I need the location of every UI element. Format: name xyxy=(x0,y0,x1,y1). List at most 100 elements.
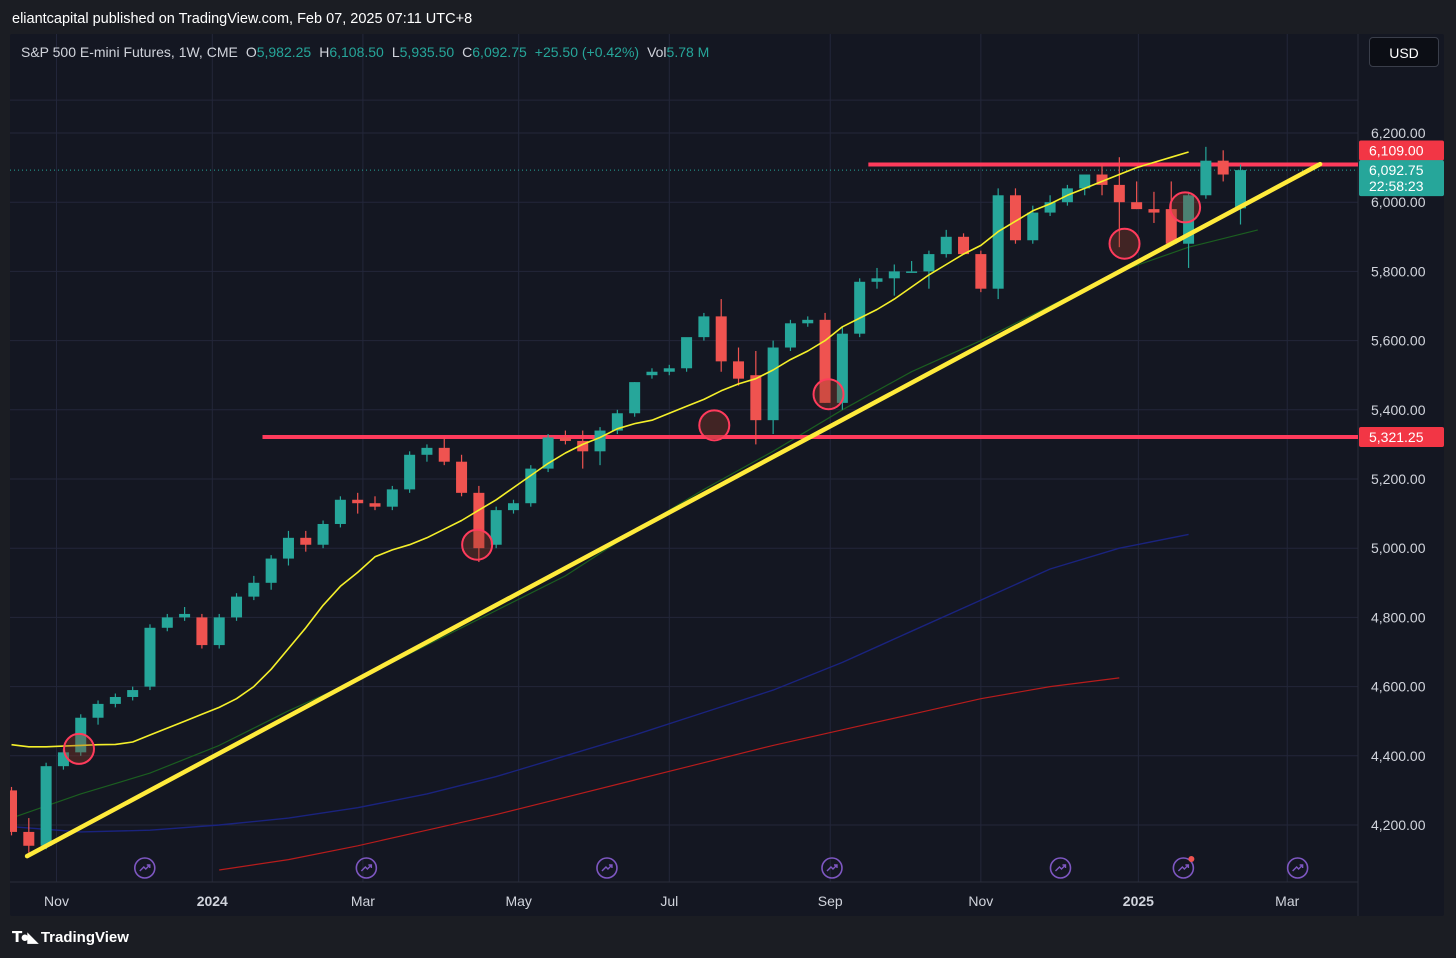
candle-body xyxy=(196,617,208,646)
candle-body xyxy=(127,690,139,697)
candle-body xyxy=(334,499,346,524)
price-tick-label: 4,400.00 xyxy=(1371,748,1426,764)
time-tick-label: May xyxy=(505,893,531,909)
moving-average-blue xyxy=(11,533,1189,833)
symbol-label[interactable]: S&P 500 E-mini Futures, 1W, CME xyxy=(21,44,238,60)
touch-circle xyxy=(461,528,494,561)
event-marker-ring xyxy=(355,857,378,879)
candle-body xyxy=(109,696,121,704)
time-tick-label: 2025 xyxy=(1123,893,1154,909)
open-label: O xyxy=(245,44,257,60)
price-axis: 6,200.00 6,000.00 5,800.00 5,600.00 5,400.00… xyxy=(1371,125,1426,833)
candle-body xyxy=(1200,160,1212,196)
candle-body xyxy=(594,430,606,452)
tradingview-logo-icon: 𝗧●◣ xyxy=(12,929,39,946)
candle-body xyxy=(975,254,987,289)
time-tick-label: Mar xyxy=(1275,893,1299,909)
volume-label: Vol xyxy=(647,44,667,60)
top-bar: eliantcapital published on TradingView.c… xyxy=(0,0,1456,34)
candle-body xyxy=(404,454,416,490)
candle-body xyxy=(767,347,779,421)
event-marker-ring xyxy=(133,857,156,879)
candle-body xyxy=(265,558,277,583)
touch-circle xyxy=(63,732,96,765)
candle-body xyxy=(906,271,918,273)
event-marker-icon[interactable] xyxy=(821,857,843,879)
candle-body xyxy=(231,596,243,618)
candle-body xyxy=(507,503,519,511)
time-tick-label: Mar xyxy=(351,893,375,909)
candle-body xyxy=(1165,209,1177,244)
candle-body xyxy=(663,368,675,372)
price-tick-label: 6,000.00 xyxy=(1371,194,1426,210)
price-tick-label: 5,800.00 xyxy=(1371,263,1426,279)
last-price-tag: 6,092.75 xyxy=(1369,162,1424,178)
candle-body xyxy=(802,319,814,324)
candle-body xyxy=(1113,184,1125,203)
event-marker-glyph xyxy=(601,864,613,872)
candle-body xyxy=(681,337,693,369)
candle-body xyxy=(490,510,502,545)
time-tick-label: 2024 xyxy=(197,893,228,909)
candle-body xyxy=(369,503,381,507)
open-value: 5,982.25 xyxy=(256,44,312,60)
candle-body xyxy=(144,627,156,687)
candle-body xyxy=(1009,195,1021,241)
time-tick-label: Jul xyxy=(660,893,678,909)
candle-body xyxy=(10,790,17,832)
time-tick-label: Nov xyxy=(968,893,993,909)
candle-body xyxy=(213,617,225,646)
close-label: C xyxy=(462,44,473,60)
publisher-line: eliantcapital published on TradingView.c… xyxy=(12,11,473,27)
candle-body xyxy=(23,831,35,846)
candle-body xyxy=(75,717,87,753)
currency-button[interactable]: USD xyxy=(1369,37,1439,67)
price-tick-label: 5,000.00 xyxy=(1371,540,1426,556)
price-tick-label: 6,200.00 xyxy=(1371,125,1426,141)
candles xyxy=(10,146,1246,853)
price-tick-label: 5,400.00 xyxy=(1371,402,1426,418)
price-tick-label: 4,800.00 xyxy=(1371,609,1426,625)
candle-body xyxy=(179,613,191,618)
candle-body xyxy=(888,271,900,279)
resistance-price-tag-box xyxy=(1359,140,1444,161)
event-marker-icon[interactable] xyxy=(1286,857,1309,879)
moving-average-yellow xyxy=(11,151,1189,748)
candle-body xyxy=(646,371,658,376)
volume-value: 5.78 M xyxy=(666,44,710,60)
time-axis: Nov 2024 Mar May Jul Sep Nov 2025 Mar xyxy=(44,893,1300,909)
resistance-price-tag: 6,109.00 xyxy=(1369,142,1424,158)
event-marker-icon[interactable] xyxy=(355,857,378,879)
candle-body xyxy=(559,437,571,441)
price-tick-label: 4,200.00 xyxy=(1371,817,1426,833)
candle-body xyxy=(438,447,450,462)
candle-body xyxy=(386,489,398,507)
support-price-tag-box xyxy=(1359,427,1444,448)
chart-panel[interactable]: 6,200.00 6,000.00 5,800.00 5,600.00 5,400.00… xyxy=(10,34,1444,916)
touch-circle xyxy=(812,378,845,411)
candle-body xyxy=(733,361,745,379)
high-value: 6,108.50 xyxy=(329,44,384,60)
candlestick-chart[interactable]: 6,200.00 6,000.00 5,800.00 5,600.00 5,400.00… xyxy=(10,34,1444,916)
candle-body xyxy=(854,281,866,334)
event-marker-ring xyxy=(596,857,618,879)
low-label: L xyxy=(391,44,400,60)
tradingview-logo[interactable]: 𝗧●◣ TradingView xyxy=(12,928,129,947)
event-marker-ring xyxy=(821,857,843,879)
event-marker-ring xyxy=(1049,857,1072,879)
candle-body xyxy=(923,254,935,272)
support-price-tag: 5,321.25 xyxy=(1369,429,1424,445)
candle-body xyxy=(525,468,537,504)
event-marker-icon[interactable] xyxy=(596,857,618,879)
event-marker-icon[interactable] xyxy=(1049,857,1072,879)
event-marker-glyph xyxy=(826,864,838,872)
candle-body xyxy=(784,323,796,348)
candle-body xyxy=(1148,209,1160,213)
event-marker-icon[interactable] xyxy=(133,857,156,879)
event-marker-icon[interactable] xyxy=(1172,856,1195,879)
candle-body xyxy=(282,537,294,559)
candle-body xyxy=(698,316,710,338)
candle-body xyxy=(352,499,364,504)
candle-body xyxy=(871,278,883,282)
candle-body xyxy=(836,333,848,403)
